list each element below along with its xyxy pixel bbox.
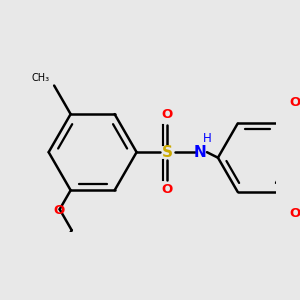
Text: CH₃: CH₃: [32, 74, 50, 83]
Text: O: O: [162, 183, 173, 196]
Text: S: S: [162, 145, 173, 160]
Text: O: O: [53, 204, 64, 217]
Text: O: O: [290, 96, 300, 109]
Text: H: H: [202, 132, 211, 145]
Text: O: O: [290, 207, 300, 220]
Text: O: O: [162, 108, 173, 122]
Text: N: N: [194, 145, 207, 160]
